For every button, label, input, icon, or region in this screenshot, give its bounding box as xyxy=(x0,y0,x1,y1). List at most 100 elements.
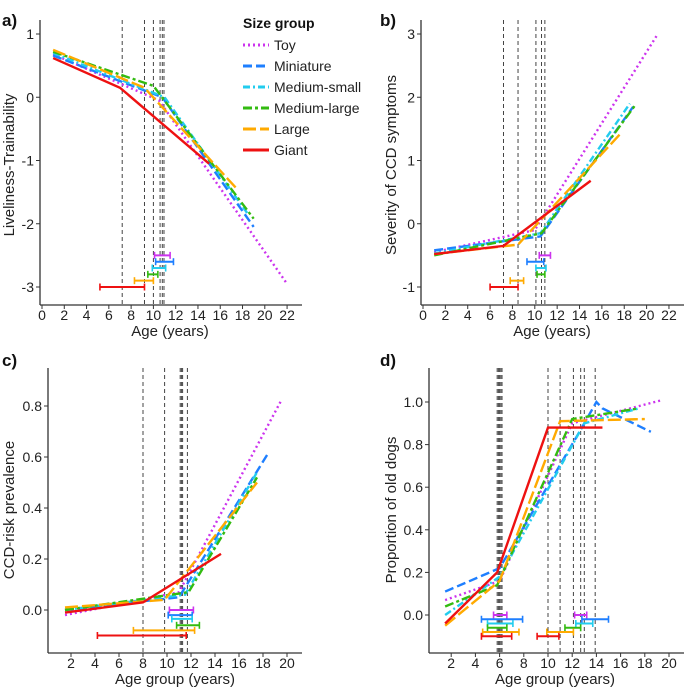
y-tick-label: 1.0 xyxy=(404,394,424,410)
series-line-toy xyxy=(433,33,659,254)
x-tick-label: 12 xyxy=(564,655,580,671)
y-tick-label: 0.0 xyxy=(23,602,43,618)
x-tick-label: 20 xyxy=(661,655,677,671)
x-tick-label: 6 xyxy=(105,307,113,323)
x-tick-label: 22 xyxy=(279,307,295,323)
x-tick-label: 2 xyxy=(60,307,68,323)
x-tick-label: 16 xyxy=(594,307,610,323)
legend: Size group Toy Miniature Medium-small Medium… xyxy=(243,15,361,158)
y-tick-label: 0 xyxy=(407,216,415,232)
y-tick-label: 1 xyxy=(26,26,34,42)
x-tick-label: 16 xyxy=(613,655,629,671)
x-tick-label: 12 xyxy=(168,307,184,323)
x-axis-title: Age group (years) xyxy=(115,671,235,688)
x-tick-label: 4 xyxy=(91,655,99,671)
series-line-medium-small xyxy=(64,471,259,612)
y-tick-label: 0.8 xyxy=(404,437,424,453)
series-line-giant xyxy=(444,426,603,625)
y-axis-title: Liveliness-Trainability xyxy=(1,93,18,236)
series-line-medium-small xyxy=(444,407,640,616)
x-tick-label: 14 xyxy=(572,307,588,323)
x-tick-label: 18 xyxy=(616,307,632,323)
x-tick-label: 18 xyxy=(255,655,271,671)
series-line-medium-large xyxy=(444,407,639,608)
x-tick-label: 6 xyxy=(486,307,494,323)
x-tick-label: 2 xyxy=(447,655,455,671)
x-tick-label: 20 xyxy=(639,307,655,323)
x-tick-label: 14 xyxy=(207,655,223,671)
x-tick-label: 0 xyxy=(419,307,427,323)
series-line-giant xyxy=(434,179,592,256)
y-tick-label: 0.8 xyxy=(23,398,43,414)
y-tick-label: 0.2 xyxy=(23,551,43,567)
y-tick-label: 1 xyxy=(407,153,415,169)
y-tick-label: 0 xyxy=(26,89,34,105)
y-tick-label: 2 xyxy=(407,89,415,105)
x-tick-label: 10 xyxy=(146,307,162,323)
y-axis-title: CCD-risk prevalence xyxy=(1,441,18,579)
series-line-toy xyxy=(64,400,283,617)
x-tick-label: 18 xyxy=(637,655,653,671)
y-tick-label: 0.0 xyxy=(404,607,424,623)
x-tick-label: 2 xyxy=(441,307,449,323)
panel-label: c) xyxy=(2,351,17,370)
series-line-miniature xyxy=(52,54,255,228)
x-tick-label: 10 xyxy=(527,307,543,323)
x-tick-label: 6 xyxy=(496,655,504,671)
legend-label-toy: Toy xyxy=(274,37,296,53)
x-axis-title: Age group (years) xyxy=(495,671,615,688)
y-tick-label: -1 xyxy=(22,153,35,169)
legend-title: Size group xyxy=(243,15,315,31)
x-tick-label: 8 xyxy=(127,307,135,323)
x-tick-label: 16 xyxy=(231,655,247,671)
y-tick-label: 0.4 xyxy=(404,522,424,538)
series-line-giant xyxy=(64,552,222,614)
x-tick-label: 4 xyxy=(464,307,472,323)
x-tick-label: 14 xyxy=(589,655,605,671)
y-tick-label: 0.6 xyxy=(23,449,43,465)
y-axis-title: Severity of CCD symptoms xyxy=(383,75,400,255)
panel-c: c) 2 4 6 8 10 12 14 16 18 20 0.0 0.2 0.4 0.6 0.8 Age gro… xyxy=(1,351,302,688)
x-tick-label: 4 xyxy=(83,307,91,323)
series-line-toy xyxy=(52,53,289,285)
series-line-large xyxy=(444,417,645,627)
x-tick-label: 12 xyxy=(183,655,199,671)
panel-d: d) 2 4 6 8 10 12 14 16 18 20 0.0 0.2 0.4 0.6 0.8 1.0 Age … xyxy=(380,351,684,688)
y-tick-label: 0.6 xyxy=(404,479,424,495)
series-line-medium-large xyxy=(433,104,637,257)
x-tick-label: 16 xyxy=(212,307,228,323)
y-tick-label: -3 xyxy=(22,279,35,295)
y-tick-label: -2 xyxy=(22,216,35,232)
series-line-giant xyxy=(52,56,210,165)
legend-label-large: Large xyxy=(274,121,310,137)
x-tick-label: 2 xyxy=(67,655,75,671)
panel-label: b) xyxy=(380,11,396,30)
x-tick-label: 8 xyxy=(520,655,528,671)
series-line-large xyxy=(52,48,238,190)
series-line-medium-large xyxy=(52,50,255,220)
legend-label-giant: Giant xyxy=(274,142,308,158)
x-tick-label: 10 xyxy=(540,655,556,671)
x-axis-title: Age (years) xyxy=(513,323,591,340)
panel-label: d) xyxy=(380,351,396,370)
legend-label-medium-small: Medium-small xyxy=(274,79,361,95)
series-line-large xyxy=(64,481,258,609)
x-tick-label: 8 xyxy=(509,307,517,323)
series-line-medium-small xyxy=(52,51,250,215)
x-tick-label: 12 xyxy=(549,307,565,323)
y-tick-label: -1 xyxy=(403,279,416,295)
x-tick-label: 0 xyxy=(38,307,46,323)
x-tick-label: 10 xyxy=(159,655,175,671)
x-tick-label: 20 xyxy=(257,307,273,323)
x-tick-label: 20 xyxy=(279,655,295,671)
panel-label: a) xyxy=(2,11,17,30)
legend-label-medium-large: Medium-large xyxy=(274,100,360,116)
x-tick-label: 14 xyxy=(190,307,206,323)
y-tick-label: 0.4 xyxy=(23,500,43,516)
x-tick-label: 6 xyxy=(115,655,123,671)
x-tick-label: 18 xyxy=(235,307,251,323)
y-tick-label: 3 xyxy=(407,26,415,42)
